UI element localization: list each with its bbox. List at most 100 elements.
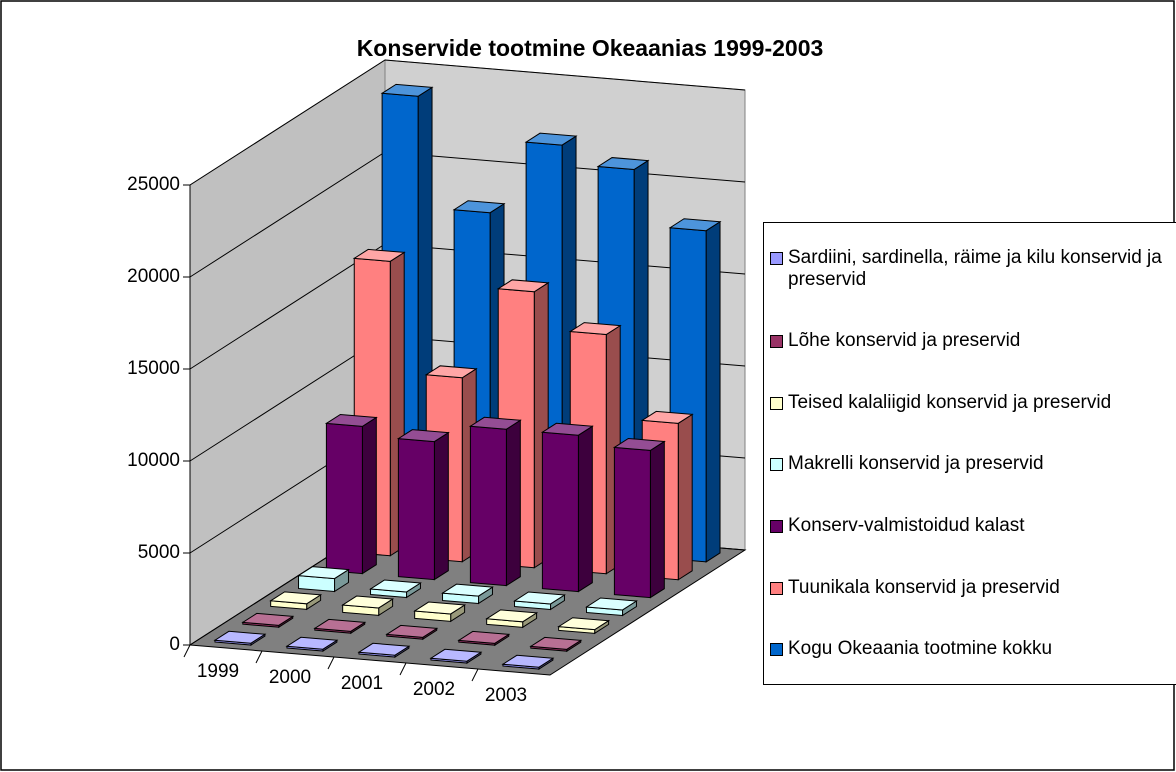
- legend-swatch: [770, 581, 783, 595]
- bar: [441, 583, 494, 605]
- x-tick: [255, 650, 263, 664]
- x-tick-label: 2003: [485, 685, 527, 706]
- bar-top: [568, 322, 622, 336]
- y-tick-label: 20000: [127, 266, 180, 287]
- bar-top: [668, 218, 722, 232]
- bar-top: [341, 595, 395, 609]
- bar-top: [324, 413, 378, 427]
- legend-item: Tuunikala konservid ja preservid: [770, 577, 1176, 599]
- x-tick-label: 2000: [269, 667, 311, 688]
- bar-top: [313, 618, 367, 632]
- bar-top: [496, 279, 550, 293]
- bar-top: [540, 422, 594, 436]
- bar: [357, 642, 411, 658]
- bar-top: [357, 642, 411, 656]
- bar-side: [505, 419, 521, 587]
- legend-label: Sardiini, sardinella, räime ja kilu kons…: [788, 246, 1162, 290]
- bar-top: [640, 410, 694, 424]
- legend-swatch: [770, 335, 783, 349]
- legend: Sardiini, sardinella, räime ja kilu kons…: [763, 222, 1176, 685]
- bar-top: [285, 636, 339, 650]
- y-tick-label: 10000: [127, 450, 180, 471]
- y-tick-label: 5000: [138, 542, 180, 563]
- bar: [513, 591, 566, 611]
- bar: [585, 597, 638, 617]
- bar-top: [596, 157, 650, 171]
- legend-swatch: [770, 643, 783, 657]
- bar-top: [529, 636, 583, 650]
- bar: [557, 617, 611, 635]
- bar: [285, 636, 339, 652]
- bar-top: [241, 612, 295, 626]
- bar: [396, 429, 450, 581]
- bar-top: [213, 630, 267, 644]
- legend-label: Teised kalaliigid konservid ja preservid: [788, 391, 1112, 413]
- bar-top: [557, 617, 611, 631]
- bar-front: [541, 431, 579, 593]
- x-tick: [399, 662, 407, 676]
- bar-top: [380, 83, 434, 97]
- bar-side: [649, 440, 665, 599]
- legend-item: Konserv-valmistoidud kalast: [770, 515, 1176, 537]
- chart-title: Konservide tootmine Okeaanias 1999-2003: [357, 35, 824, 61]
- bar-side: [577, 425, 593, 593]
- bar: [213, 630, 267, 646]
- bar-top: [269, 591, 323, 605]
- bar-top: [429, 648, 483, 662]
- y-tick-label: 15000: [127, 358, 180, 379]
- bar: [369, 579, 422, 599]
- x-tick-label: 1999: [197, 661, 239, 682]
- bar-top: [369, 579, 422, 593]
- bar-top: [352, 248, 406, 262]
- bar-front: [613, 446, 651, 599]
- bar-front: [325, 422, 363, 575]
- bar-top: [396, 429, 450, 443]
- legend-label: Konserv-valmistoidud kalast: [788, 515, 1025, 537]
- bar-top: [424, 365, 478, 379]
- bar: [540, 422, 594, 593]
- bar-top: [468, 416, 522, 430]
- bar-top: [612, 437, 666, 451]
- bar-top: [457, 630, 511, 644]
- legend-swatch: [770, 458, 783, 472]
- bar: [612, 437, 666, 599]
- bar: [313, 618, 367, 635]
- bar-top: [452, 200, 506, 214]
- bar: [529, 636, 583, 653]
- bar: [468, 416, 522, 587]
- bar-top: [485, 609, 539, 623]
- bar: [485, 609, 539, 629]
- bar-top: [413, 601, 467, 615]
- bar-side: [677, 413, 693, 581]
- x-tick: [327, 656, 335, 670]
- bar-top: [585, 597, 638, 611]
- legend-swatch: [770, 251, 783, 265]
- bar-top: [385, 624, 439, 638]
- x-tick: [471, 668, 479, 682]
- bar-side: [433, 431, 449, 581]
- x-tick-label: 2002: [413, 679, 455, 700]
- legend-label: Kogu Okeaania tootmine kokku: [788, 638, 1053, 660]
- legend-swatch: [770, 520, 783, 534]
- legend-swatch: [770, 396, 783, 410]
- bar: [341, 595, 395, 617]
- bar-front: [397, 438, 435, 581]
- bar-top: [524, 132, 578, 146]
- bar-top: [297, 566, 350, 580]
- bar-top: [441, 583, 494, 597]
- bar: [429, 648, 483, 664]
- legend-item: Kogu Okeaania tootmine kokku: [770, 638, 1176, 660]
- bar-side: [361, 416, 377, 575]
- bar: [269, 591, 323, 611]
- bar-side: [705, 220, 721, 563]
- y-tick-label: 0: [169, 634, 180, 655]
- bar-top: [501, 654, 555, 668]
- bar: [501, 654, 555, 670]
- bar-top: [513, 591, 566, 605]
- legend-item: Makrelli konservid ja preservid: [770, 453, 1176, 475]
- y-tick-label: 25000: [127, 174, 180, 195]
- x-tick-label: 2001: [341, 673, 383, 694]
- x-tick: [183, 644, 191, 658]
- bar-front: [469, 425, 507, 587]
